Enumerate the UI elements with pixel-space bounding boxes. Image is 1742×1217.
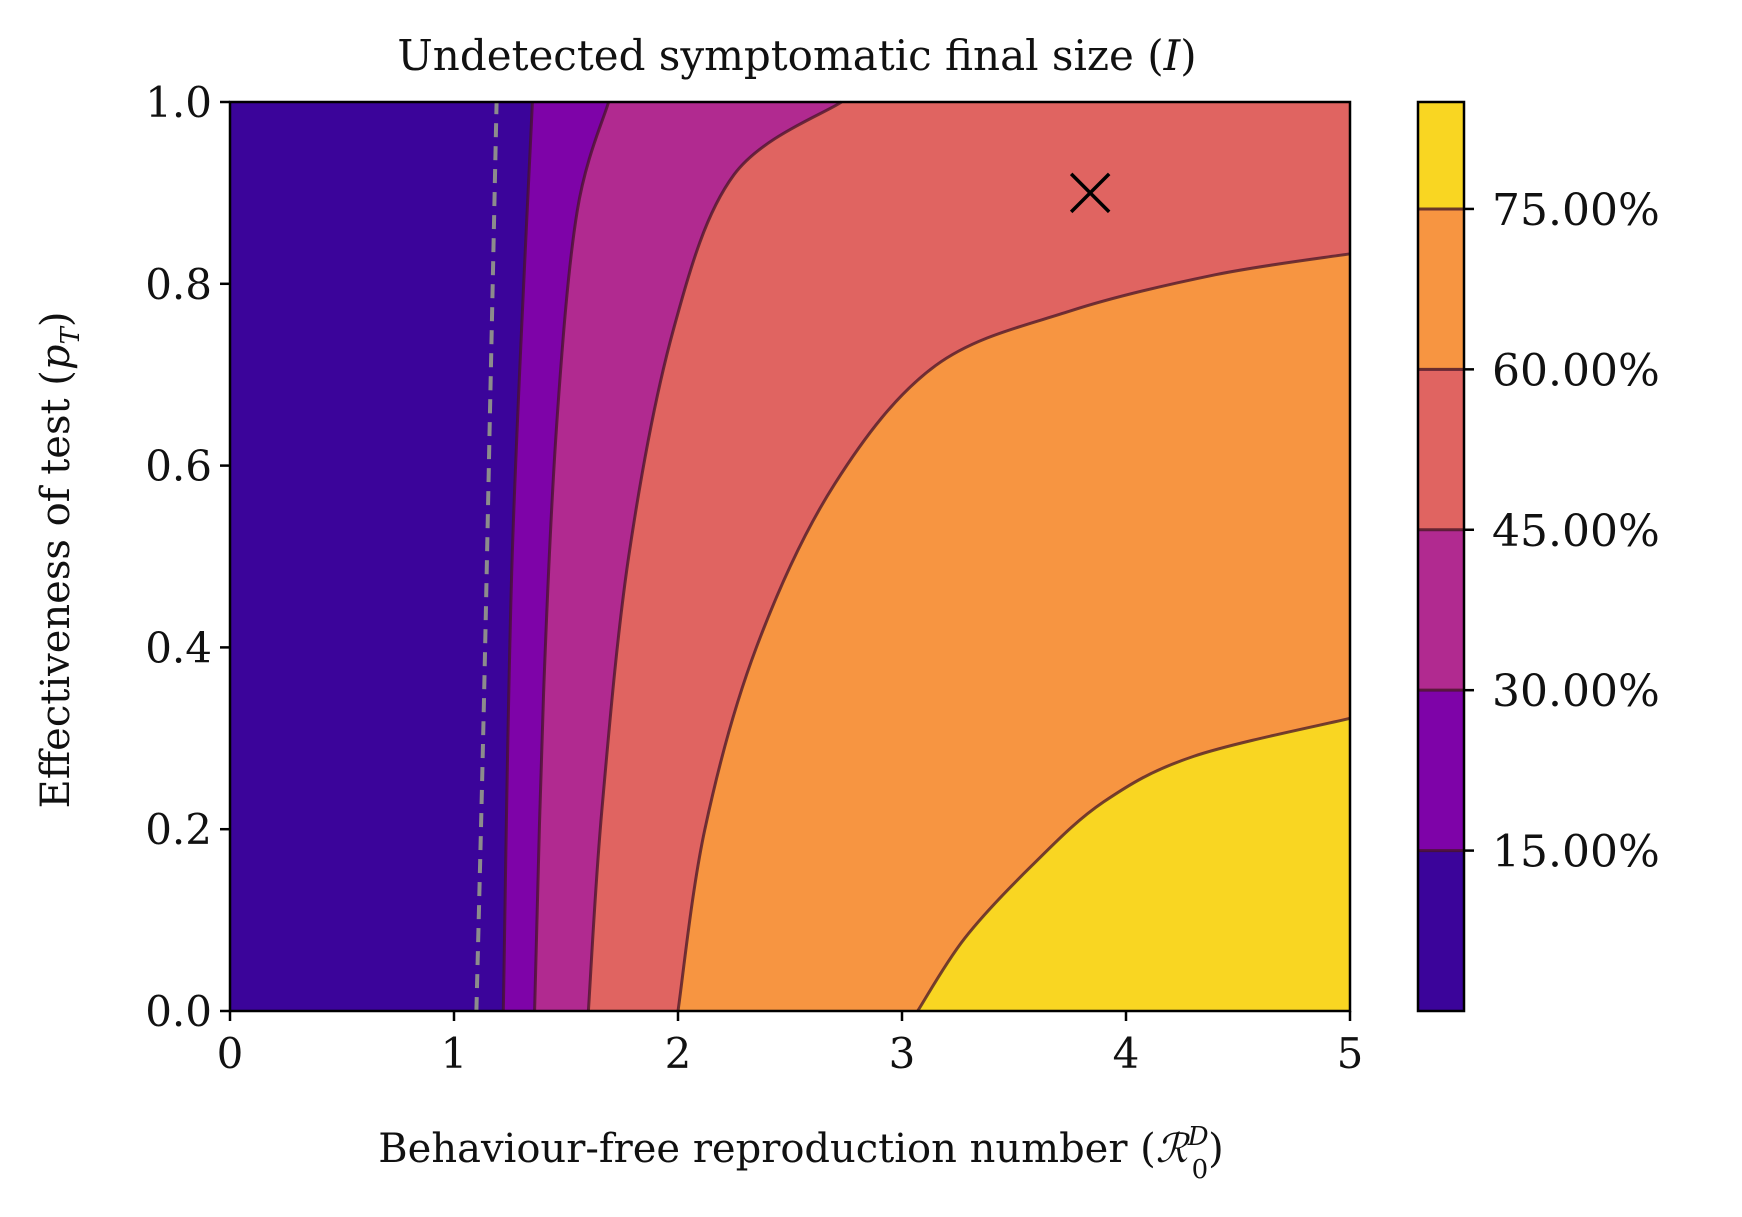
contour-line-60 — [676, 252, 1351, 1012]
contour-line-30 — [533, 101, 611, 1012]
x-tick-label: 3 — [889, 1029, 916, 1078]
colorbar-tick-label: 60.00% — [1492, 345, 1660, 396]
y-axis-label-main: Effectiveness of test ( — [33, 370, 79, 808]
colorbar-tick-label: 45.00% — [1492, 506, 1660, 557]
contour-line-75 — [916, 716, 1351, 1012]
colorbar-band-3 — [1418, 369, 1464, 531]
y-tick-label: 0.8 — [145, 260, 212, 309]
colorbar-tick-label: 15.00% — [1492, 827, 1660, 878]
x-axis-label: Behaviour-free reproduction number (ℛD 0) — [378, 1122, 1223, 1185]
chart-title-var: I — [1163, 31, 1182, 80]
y-axis-label: Effectiveness of test (pT) — [33, 312, 86, 809]
y-tick-label: 0.0 — [145, 987, 212, 1036]
y-axis-label-subscript: T — [56, 326, 86, 345]
contour-line-15 — [501, 101, 534, 1012]
colorbar-band-4 — [1418, 208, 1464, 370]
colorbar-band-2 — [1418, 529, 1464, 691]
chart-title: Undetected symptomatic final size (I) — [397, 31, 1196, 80]
colorbar-frame — [1416, 100, 1466, 1013]
threshold-dashed-line — [474, 101, 499, 1012]
y-tick-label: 1.0 — [145, 78, 212, 127]
x-tick-label: 5 — [1337, 1029, 1364, 1078]
colorbar: 15.00% 30.00% 45.00% 60.00% 75.00% — [1416, 100, 1660, 1013]
x-axis-label-main: Behaviour-free reproduction number ( — [378, 1126, 1156, 1172]
x-axis-label-symbol: ℛ — [1156, 1126, 1191, 1172]
colorbar-band-5 — [1418, 102, 1464, 210]
plot-frame — [228, 100, 1352, 1013]
contour-band-5 — [917, 718, 1350, 1011]
y-axis-label-var: p — [33, 345, 79, 371]
colorbar-tick-label: 75.00% — [1492, 185, 1660, 236]
contour-line-45 — [586, 100, 843, 1012]
colorbar-band-1 — [1418, 690, 1464, 852]
x-tick-label: 4 — [1113, 1029, 1140, 1078]
colorbar-band-0 — [1418, 850, 1464, 1012]
y-tick-label: 0.4 — [145, 623, 212, 672]
colorbar-tick-label: 30.00% — [1492, 666, 1660, 717]
x-marker — [1069, 172, 1111, 214]
x-tick-label: 2 — [665, 1029, 692, 1078]
y-tick-label: 0.6 — [145, 442, 212, 491]
y-axis-label-close: ) — [33, 312, 79, 328]
y-tick-label: 0.2 — [145, 805, 212, 854]
x-axis-label-close: ) — [1208, 1126, 1224, 1172]
chart-title-close: ) — [1180, 31, 1196, 80]
x-axis-label-subscript: 0 — [1192, 1155, 1209, 1185]
x-tick-label: 0 — [217, 1029, 244, 1078]
chart-title-main: Undetected symptomatic final size ( — [397, 31, 1163, 80]
x-tick-label: 1 — [441, 1029, 468, 1078]
plot-area: 0 1 2 3 4 5 0.0 0.2 0.4 0.6 0.8 1.0 15.00% 30.00% 45.0… — [145, 78, 1660, 1078]
x-axis-label-superscript: D — [1187, 1122, 1209, 1152]
x-marker-stroke-2 — [1069, 172, 1111, 214]
